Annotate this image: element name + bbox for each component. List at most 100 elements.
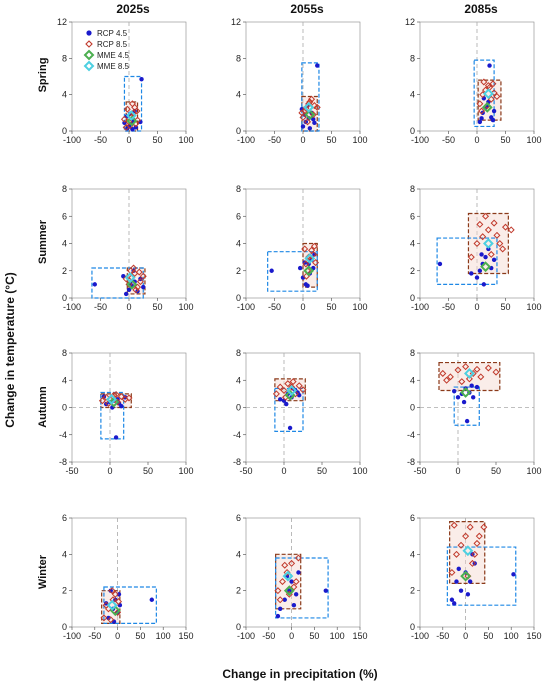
y-tick-label: 4 [410,90,415,100]
panel-summer-2025s: -100 -50 0 50 100 0 2 4 6 8 [62,184,194,312]
x-tick-label: -100 [63,631,81,641]
rcp45-point [491,257,497,263]
y-tick-label: 4 [410,549,415,559]
rcp45-point [122,120,127,126]
x-tick-label: 150 [178,631,193,641]
rcp85-point [465,375,473,383]
x-tick-label: -50 [65,466,78,476]
rcp85-point [473,365,481,373]
x-tick-label: 50 [500,135,510,145]
rcp85-point [135,268,143,276]
x-tick-label: -50 [94,302,107,312]
rcp85-point [302,260,310,268]
legend-label-mme85: MME 8.5 [97,62,130,71]
rcp85-point [280,386,288,394]
x-tick-label: 50 [152,302,162,312]
rcp45-point [486,246,491,252]
rcp45-point [133,125,139,130]
rcp85-point [490,89,498,97]
rcp45-point [287,425,293,431]
x-tick-label: 0 [455,466,460,476]
rcp85-point [450,521,458,529]
column-title-2025s: 2025s [116,2,150,16]
rcp85-point [132,286,140,294]
rcp45-point [452,388,457,394]
rcp85-point [493,92,501,100]
rcp85-point [480,523,488,531]
rcp85-point [288,383,296,391]
rcp85-point [108,587,116,595]
rcp45-point [491,108,497,114]
rcp45-point [449,597,455,602]
y-tick-label: 4 [62,90,67,100]
y-axis-title: Change in temperature (°C) [3,272,17,427]
y-tick-label: 8 [62,53,67,63]
rcp85-point [501,223,510,231]
rcp85-point [304,118,312,126]
rcp45-point [278,606,283,612]
x-tick-label: 100 [352,302,367,312]
rcp85-point [134,283,142,291]
y-tick-label: 4 [62,549,67,559]
mme45-point [460,570,472,582]
rcp45-point [479,252,484,257]
rcp85-point [125,394,133,402]
rcp85-point [102,393,110,401]
rcp85-point [468,559,476,567]
rcp85-point [312,259,320,267]
y-tick-label: 2 [62,586,67,596]
rcp45-point [469,271,474,276]
y-tick-label: 0 [62,622,67,632]
legend: RCP 4.5 RCP 8.5 MME 4.5 MME 8.5 [83,29,130,72]
rcp45-point [487,63,492,68]
y-tick-label: 0 [62,403,67,413]
mme85-point [286,385,298,396]
rcp85-point [462,532,470,540]
y-tick-label: 0 [410,403,415,413]
rcp85-point [276,383,284,391]
mme45-point [126,115,138,127]
y-tick-label: -8 [233,457,241,467]
rcp45-point [278,397,283,402]
x-tick-label: 0 [300,302,305,312]
panel-spring-2055s: -100 -50 0 50 100 0 4 8 12 [231,17,368,145]
legend-item-mme85: MME 8.5 [83,60,130,72]
rcp45-point [295,390,300,395]
x-tick-label: -50 [442,135,455,145]
rcp45-point [483,254,488,260]
rcp85-point [479,233,487,241]
y-tick-label: 6 [62,513,67,523]
mme85-point [282,570,294,582]
plot-frame [71,517,187,628]
rcp85-point [122,275,130,283]
rcp45-point [126,287,132,293]
x-tick-label: -100 [237,631,255,641]
panel-summer-2085s: -100 -50 0 50 100 0 2 4 6 8 [410,184,542,312]
rcp85-point [289,378,297,386]
legend-marker-rcp45 [86,30,92,36]
y-tick-label: 8 [236,53,241,63]
x-tick-label: -100 [63,302,81,312]
rcp85-point [278,578,286,586]
y-tick-label: 12 [231,17,241,27]
y-tick-label: 6 [410,211,415,221]
mme45-point [480,261,491,273]
rcp85-point [475,532,483,540]
rcp85-point [117,393,125,401]
rcp45-point [437,261,443,267]
y-tick-label: 6 [62,211,67,221]
rcp85-point [98,397,106,405]
rcp45-point [474,275,480,280]
x-tick-label: -50 [268,135,281,145]
legend-marker-mme85 [83,60,95,72]
rcp85-point [507,226,515,234]
y-tick-label: 8 [410,184,415,194]
rcp85-point [295,382,303,390]
rcp85-point [283,568,291,577]
rcp85-point [471,550,479,558]
x-tick-label: 0 [463,631,468,641]
rcp45-point [296,570,301,575]
rcp45-point [461,399,467,405]
x-tick-label: 0 [107,466,112,476]
